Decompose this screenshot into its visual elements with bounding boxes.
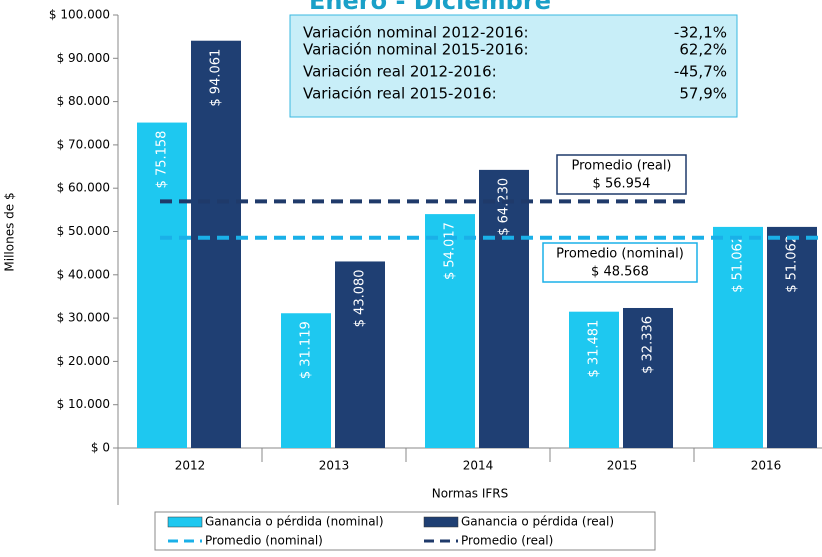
x-tick-label: 2015	[607, 459, 638, 473]
info-label: Variación real 2015-2016:	[303, 85, 497, 103]
x-tick-label: 2014	[463, 459, 494, 473]
legend-box	[154, 511, 656, 551]
bar	[569, 311, 619, 448]
info-box	[289, 14, 738, 118]
y-tick-label: $ 0	[91, 441, 110, 455]
bar	[479, 169, 529, 448]
value-label: $ 75.158	[155, 131, 170, 189]
info-value: 57,9%	[679, 85, 727, 103]
annotation-value: $ 48.568	[591, 265, 649, 280]
bar	[137, 122, 187, 448]
annotation-box	[542, 242, 698, 283]
info-value: 62,2%	[679, 41, 727, 59]
legend-swatch	[167, 516, 203, 528]
value-label: $ 94.061	[209, 49, 224, 107]
x-tick-label: 2013	[319, 459, 350, 473]
y-tick-label: $ 100.000	[49, 8, 110, 22]
y-tick-label: $ 90.000	[57, 51, 110, 65]
bar	[425, 214, 475, 448]
bar	[623, 307, 673, 448]
annotation-title: Promedio (nominal)	[556, 247, 684, 262]
legend-label: Promedio (real)	[461, 534, 553, 548]
legend-label: Ganancia o pérdida (nominal)	[205, 515, 384, 529]
bar	[281, 313, 331, 448]
chart-title: Enero - Diciembre	[309, 0, 551, 15]
y-tick-label: $ 70.000	[57, 137, 110, 151]
info-label: Variación real 2012-2016:	[303, 63, 497, 81]
x-axis-title: Normas IFRS	[432, 487, 509, 501]
value-label: $ 51.062	[731, 235, 746, 293]
bar	[767, 226, 817, 448]
y-tick-label: $ 80.000	[57, 94, 110, 108]
info-value: -32,1%	[674, 24, 727, 42]
bar	[335, 261, 385, 448]
y-tick-label: $ 60.000	[57, 181, 110, 195]
y-tick-label: $ 10.000	[57, 397, 110, 411]
y-tick-label: $ 50.000	[57, 224, 110, 238]
bar	[191, 40, 241, 448]
value-label: $ 32.336	[641, 316, 656, 374]
info-label: Variación nominal 2012-2016:	[303, 24, 529, 42]
info-label: Variación nominal 2015-2016:	[303, 41, 529, 59]
value-label: $ 43.080	[353, 269, 368, 327]
legend-swatch	[423, 516, 459, 528]
value-label: $ 51.062	[785, 235, 800, 293]
y-axis-title: Millones de $	[3, 192, 17, 271]
legend-label: Ganancia o pérdida (real)	[461, 515, 614, 529]
x-tick-label: 2012	[175, 459, 206, 473]
info-value: -45,7%	[674, 63, 727, 81]
bar	[713, 226, 763, 448]
annotation-box	[556, 154, 687, 195]
value-label: $ 31.481	[587, 320, 602, 378]
x-tick-label: 2016	[751, 459, 782, 473]
value-label: $ 54.017	[443, 222, 458, 280]
legend-label: Promedio (nominal)	[205, 534, 323, 548]
value-label: $ 31.119	[299, 321, 314, 379]
value-label: $ 64.230	[497, 178, 512, 236]
annotation-value: $ 56.954	[593, 177, 651, 192]
y-tick-label: $ 20.000	[57, 354, 110, 368]
y-tick-label: $ 40.000	[57, 267, 110, 281]
y-tick-label: $ 30.000	[57, 311, 110, 325]
annotation-title: Promedio (real)	[571, 159, 671, 174]
